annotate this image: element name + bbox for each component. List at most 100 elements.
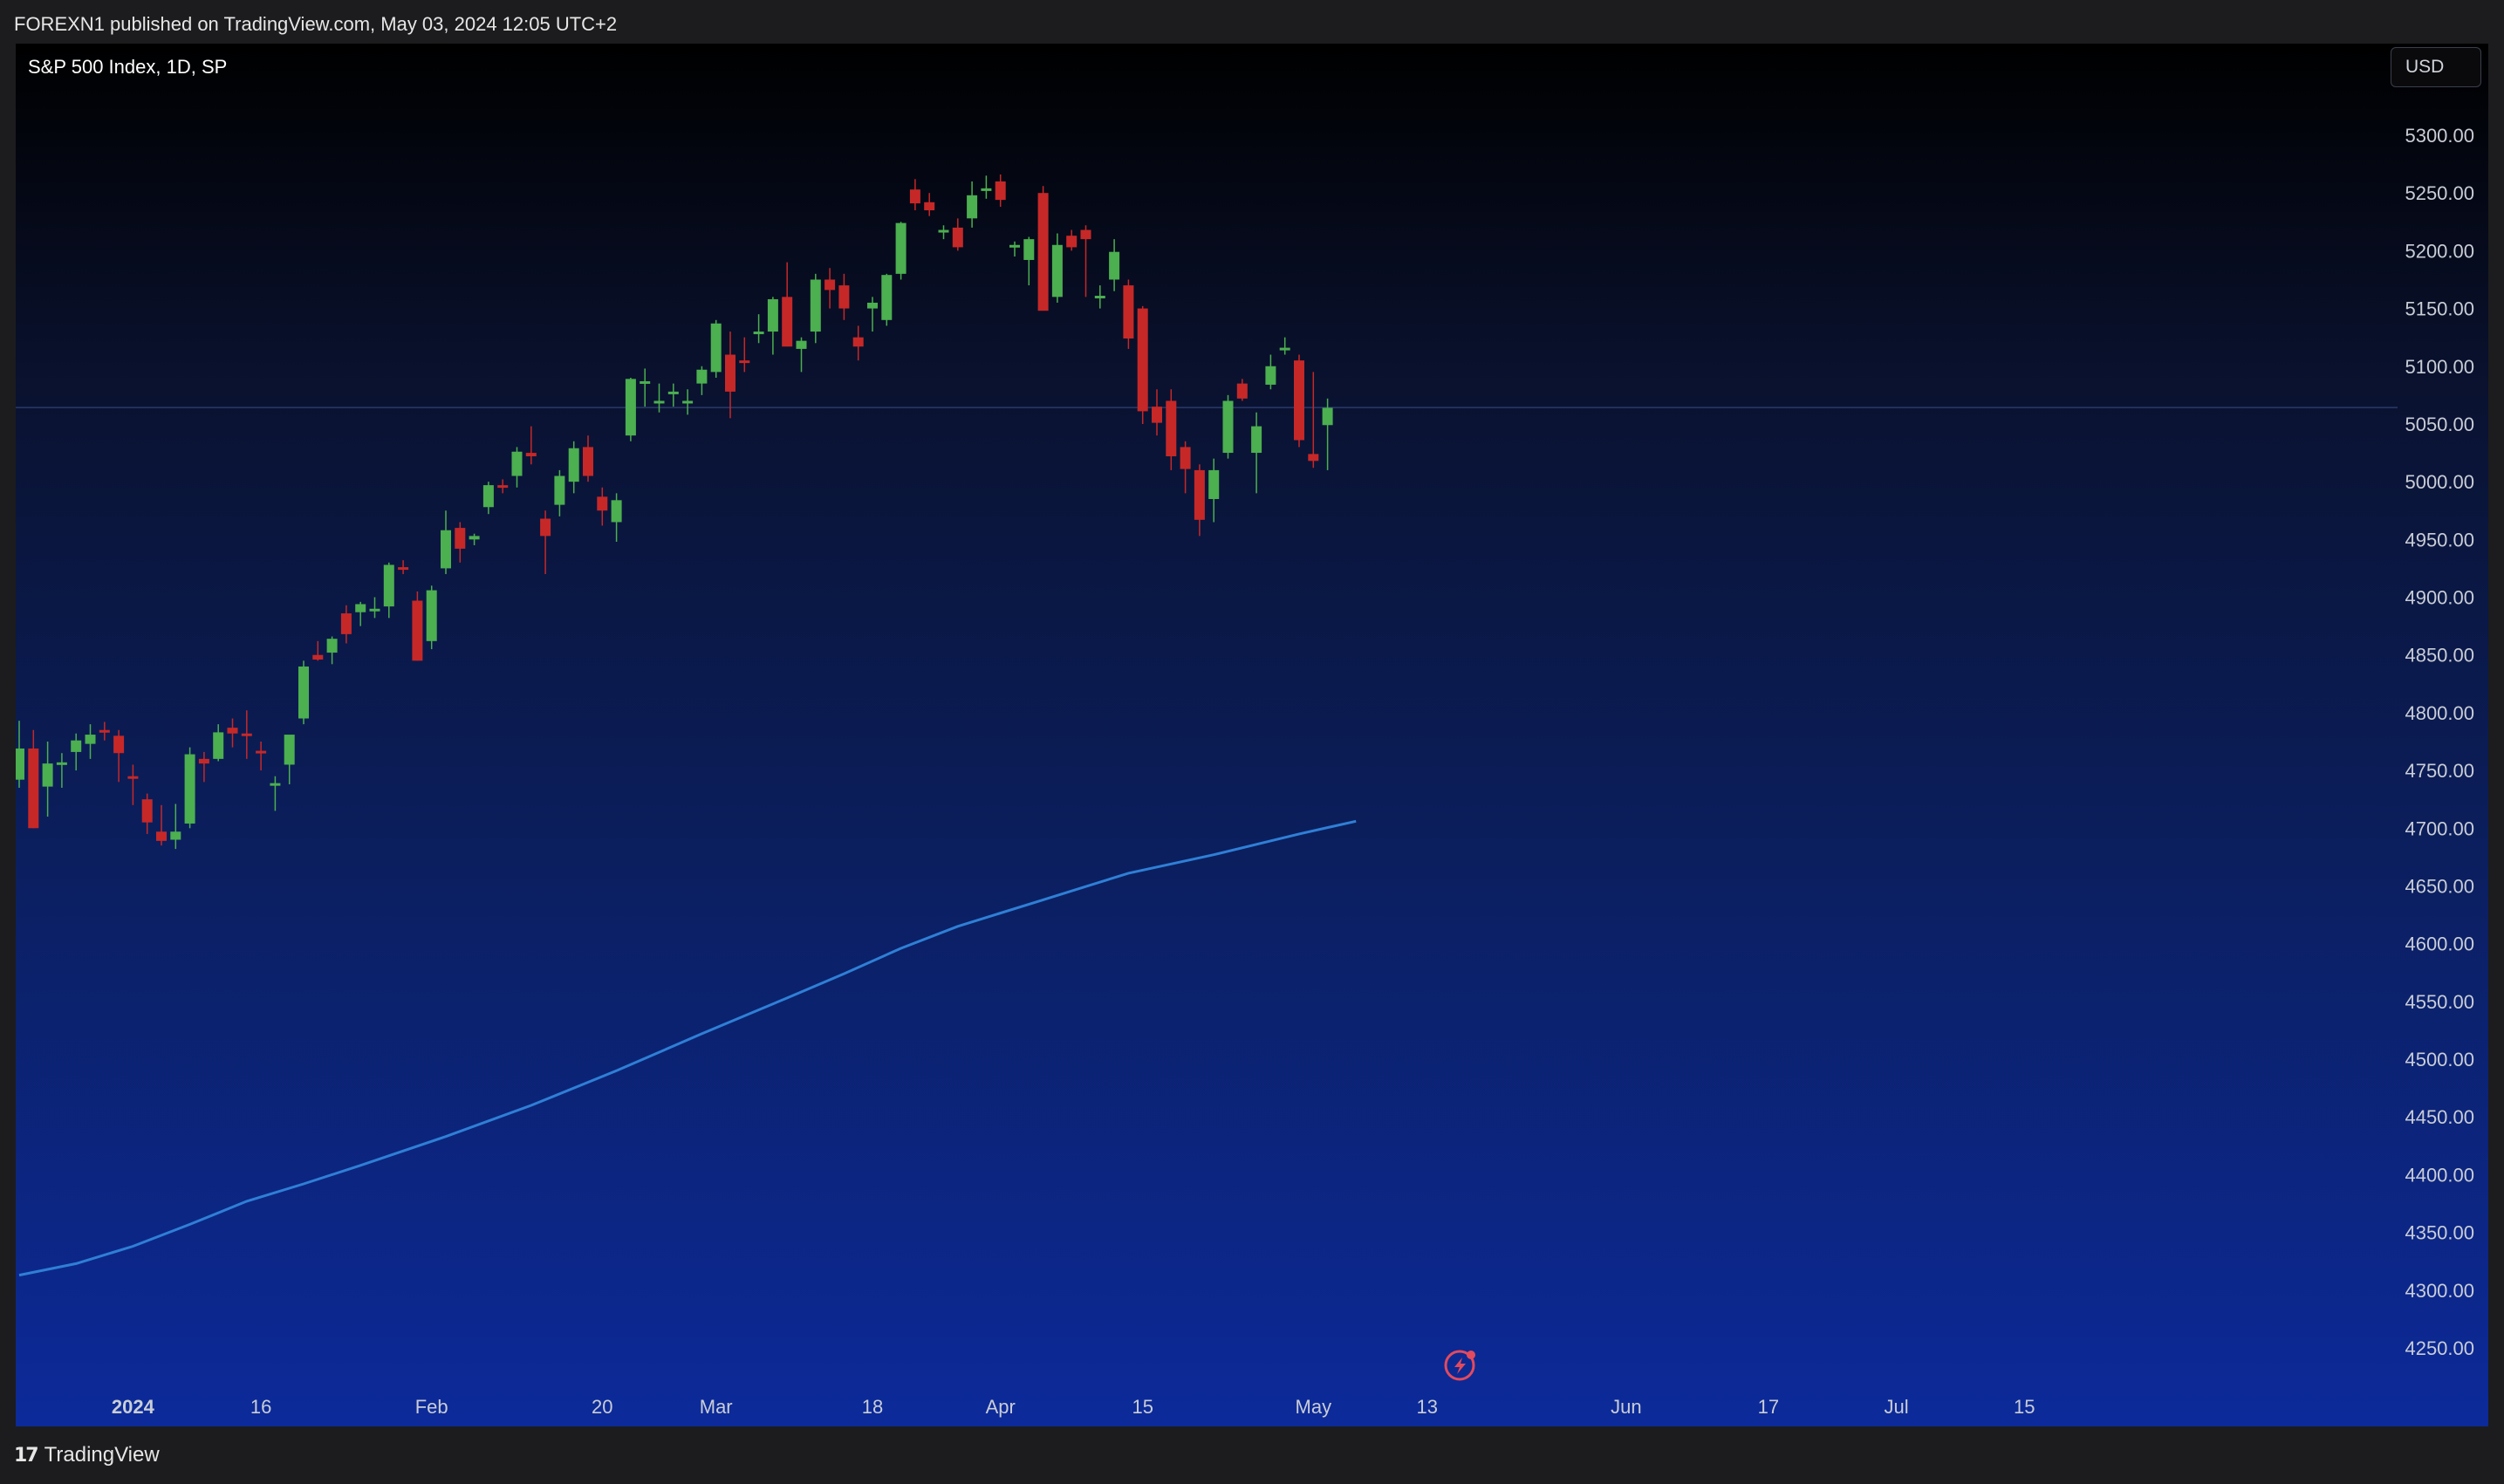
candle-body <box>99 729 110 733</box>
candle-body <box>127 776 139 779</box>
candle-body <box>667 391 679 394</box>
candle-up <box>1208 458 1220 523</box>
candle-down <box>99 721 110 741</box>
price-tick-label: 4300.00 <box>2405 1280 2474 1302</box>
candle-up <box>1109 239 1120 291</box>
candle-up <box>71 733 82 771</box>
candle-down <box>1152 389 1162 436</box>
price-tick-label: 5100.00 <box>2405 356 2474 378</box>
candle-body <box>583 447 593 476</box>
candle-up <box>270 776 281 811</box>
candle-body <box>782 297 793 347</box>
candle-body <box>312 654 324 660</box>
candle-body <box>511 451 523 476</box>
candle-body <box>525 453 537 457</box>
candle-up <box>511 447 523 488</box>
candle-down <box>540 510 551 575</box>
candle-body <box>1279 347 1290 351</box>
moving-average-layer <box>18 819 1357 1277</box>
candle-body <box>710 323 722 373</box>
candle-up <box>170 804 181 850</box>
candle-body <box>28 748 39 829</box>
candle-up <box>1023 236 1035 286</box>
candle-body <box>824 279 836 291</box>
candle-body <box>554 475 565 505</box>
candle-up <box>554 469 565 516</box>
candle-up <box>767 297 778 355</box>
candle-body <box>653 400 665 404</box>
time-tick-label: Jun <box>1611 1396 1641 1418</box>
candle-up <box>482 482 494 515</box>
candle-up <box>895 222 907 280</box>
footer-brand[interactable]: 17 TradingView <box>14 1438 160 1473</box>
candle-down <box>113 729 125 783</box>
candle-body <box>85 735 96 744</box>
price-tick-label: 4600.00 <box>2405 933 2474 955</box>
candle-down <box>924 193 935 216</box>
price-tick-label: 4900.00 <box>2405 587 2474 609</box>
price-tick-label: 4750.00 <box>2405 760 2474 782</box>
candle-up <box>1009 241 1020 256</box>
candle-up <box>682 389 694 415</box>
time-tick-label: 20 <box>592 1396 612 1418</box>
price-tick-label: 5300.00 <box>2405 125 2474 147</box>
candle-body <box>1208 469 1220 499</box>
candle-down <box>739 337 750 373</box>
candle-body <box>455 528 466 549</box>
candle-down <box>156 804 167 846</box>
candle-body <box>924 202 935 211</box>
time-axis[interactable]: 2024 16 Feb 20 Mar 18 Apr 15 May 13 Jun 17 Jul 15 <box>112 1396 2035 1418</box>
candlestick-chart[interactable]: 5300.00 5250.00 5200.00 5150.00 5100.00 5050.… <box>16 44 2488 1426</box>
candle-body <box>1009 244 1020 248</box>
moving-average-line <box>18 819 1357 1277</box>
candle-down <box>1308 372 1319 468</box>
candle-body <box>1023 239 1035 260</box>
candle-up <box>85 724 96 759</box>
candle-down <box>995 174 1006 208</box>
price-axis[interactable]: 5300.00 5250.00 5200.00 5150.00 5100.00 5050.… <box>2405 125 2474 1359</box>
candle-down <box>824 268 836 309</box>
candle-body <box>881 275 893 320</box>
time-tick-label: 18 <box>862 1396 883 1418</box>
chart-area[interactable]: 5300.00 5250.00 5200.00 5150.00 5100.00 5050.… <box>16 44 2488 1426</box>
currency-button[interactable]: USD <box>2391 47 2481 87</box>
candle-body <box>1137 308 1148 412</box>
candle-body <box>895 222 907 274</box>
lightning-icon[interactable] <box>1444 1350 1475 1381</box>
candle-up <box>42 742 53 817</box>
candle-up <box>611 493 622 542</box>
candle-down <box>1137 305 1148 424</box>
candle-down <box>256 742 267 771</box>
candle-up <box>881 273 893 326</box>
candle-body <box>852 337 864 347</box>
candle-up <box>213 724 224 762</box>
candle-body <box>1194 469 1205 520</box>
candle-body <box>810 279 821 332</box>
candle-up <box>938 225 949 240</box>
candle-down <box>838 273 850 320</box>
price-tick-label: 4250.00 <box>2405 1337 2474 1359</box>
candle-body <box>625 379 636 436</box>
candle-up <box>16 721 24 788</box>
time-tick-label: Feb <box>415 1396 448 1418</box>
candle-up <box>1251 412 1262 494</box>
candle-body <box>497 485 509 489</box>
candle-up <box>653 383 665 413</box>
candle-body <box>398 567 409 571</box>
price-tick-label: 5000.00 <box>2405 471 2474 493</box>
candle-body <box>298 666 309 719</box>
time-tick-label: 17 <box>1758 1396 1779 1418</box>
candle-up <box>568 441 579 494</box>
tradingview-logo-icon: 17 <box>14 1444 39 1467</box>
candle-down <box>1236 379 1248 401</box>
candle-body <box>1308 454 1319 462</box>
candle-body <box>184 754 195 824</box>
candle-body <box>227 728 238 734</box>
candle-body <box>1094 296 1105 299</box>
time-tick-label: Apr <box>986 1396 1016 1418</box>
candle-up <box>1094 285 1105 309</box>
candle-up <box>56 753 67 788</box>
time-tick-label: 16 <box>250 1396 271 1418</box>
candle-up <box>1322 398 1333 470</box>
candle-up <box>640 368 651 407</box>
